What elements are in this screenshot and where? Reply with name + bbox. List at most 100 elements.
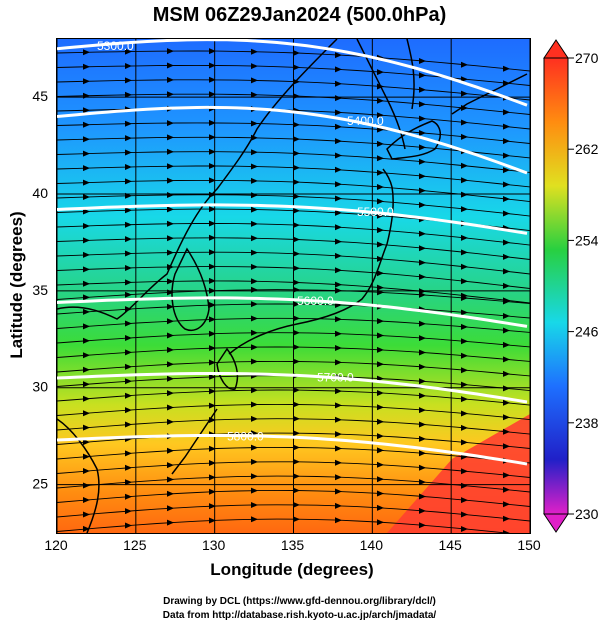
wind-arrow <box>167 346 174 353</box>
wind-arrow <box>503 414 510 421</box>
wind-arrow <box>419 245 426 252</box>
wind-arrow <box>419 187 426 194</box>
wind-arrow <box>503 356 510 363</box>
wind-arrow <box>293 444 300 451</box>
wind-arrow <box>83 280 90 287</box>
wind-arrow <box>377 97 384 104</box>
y-tick-label: 30 <box>32 379 48 395</box>
contour-line <box>57 296 528 328</box>
wind-arrow <box>125 378 132 385</box>
wind-arrow <box>461 511 468 518</box>
wind-arrow <box>209 302 216 308</box>
contour-label: 5400.0 <box>347 114 384 128</box>
wind-arrow <box>83 424 90 431</box>
wind-arrow <box>251 249 258 256</box>
wind-arrow <box>251 301 258 308</box>
wind-arrow <box>83 136 90 143</box>
wind-arrow <box>377 198 384 205</box>
wind-arrow <box>503 210 510 217</box>
wind-arrow <box>503 472 510 479</box>
wind-arrow <box>419 173 426 180</box>
wind-arrow <box>335 66 342 73</box>
wind-arrow <box>377 140 384 147</box>
japan-honshu <box>228 168 394 355</box>
wind-arrow <box>503 123 510 130</box>
wind-arrow <box>335 267 342 274</box>
wind-arrow <box>419 230 426 237</box>
wind-arrow <box>419 407 426 414</box>
wind-arrow <box>251 177 258 184</box>
wind-arrow <box>461 263 468 270</box>
wind-arrow <box>209 134 216 141</box>
wind-arrow <box>503 370 510 377</box>
wind-arrow <box>503 428 510 435</box>
wind-arrow <box>461 278 468 285</box>
wind-arrow <box>419 450 426 457</box>
wind-arrow <box>503 109 510 116</box>
wind-arrow <box>209 76 216 83</box>
y-tick-label: 45 <box>32 88 48 104</box>
wind-arrow <box>293 415 300 422</box>
wind-arrow <box>125 91 132 98</box>
wind-arrow <box>167 505 174 512</box>
wind-arrow <box>503 385 510 392</box>
wind-arrow <box>251 120 258 127</box>
wind-arrow <box>335 123 342 130</box>
wind-arrow <box>503 65 510 72</box>
wind-arrow <box>209 359 216 366</box>
x-tick-label: 125 <box>123 537 147 553</box>
wind-arrow <box>419 144 426 151</box>
contour-line <box>57 372 528 404</box>
wind-arrow <box>83 497 90 503</box>
x-tick-label: 140 <box>360 537 384 553</box>
colorbar-top-triangle <box>543 39 569 59</box>
wind-arrow <box>293 193 300 200</box>
wind-arrow <box>419 115 426 122</box>
wind-arrow <box>335 316 342 323</box>
wind-arrow <box>461 497 468 504</box>
wind-arrow <box>335 474 342 481</box>
wind-arrow <box>167 177 174 184</box>
wind-arrow <box>167 134 174 141</box>
wind-arrow <box>461 367 468 374</box>
wind-arrow <box>251 387 258 394</box>
wind-arrow <box>125 335 132 341</box>
wind-arrow <box>125 77 132 84</box>
wind-arrow <box>83 337 90 344</box>
wind-arrow <box>251 77 258 84</box>
wind-arrow <box>125 493 132 500</box>
wind-arrow <box>503 443 510 450</box>
x-tick-label: 130 <box>202 537 226 553</box>
wind-arrow <box>167 447 174 454</box>
wind-arrow <box>293 50 300 56</box>
wind-arrow <box>377 447 384 454</box>
kuril-islands <box>451 73 528 115</box>
wind-arrow <box>293 236 300 243</box>
wind-arrow <box>377 433 384 440</box>
wind-arrow <box>335 109 342 116</box>
wind-arrow <box>503 253 510 260</box>
wind-arrow <box>83 78 90 85</box>
wind-arrow <box>377 155 384 162</box>
wind-arrow <box>461 162 468 169</box>
wind-arrow <box>377 255 384 262</box>
wind-arrow <box>83 439 90 446</box>
japan-hokkaido <box>386 120 442 160</box>
wind-arrow <box>377 490 384 497</box>
wind-arrow <box>419 464 426 471</box>
colorbar-tick-label: 262 <box>575 141 599 157</box>
wind-arrow <box>419 259 426 266</box>
wind-arrow <box>209 460 216 466</box>
wind-arrow <box>251 63 258 70</box>
y-tick-label: 35 <box>32 282 48 298</box>
wind-arrow <box>167 148 174 155</box>
wind-arrow <box>293 136 300 143</box>
wind-arrow <box>83 237 90 244</box>
wind-arrow <box>167 390 174 397</box>
wind-arrow <box>209 119 216 126</box>
wind-arrow <box>167 404 174 411</box>
wind-arrow <box>167 375 174 382</box>
lat-lon-grid <box>57 39 530 533</box>
wind-arrow <box>461 191 468 198</box>
wind-arrow <box>125 392 132 399</box>
